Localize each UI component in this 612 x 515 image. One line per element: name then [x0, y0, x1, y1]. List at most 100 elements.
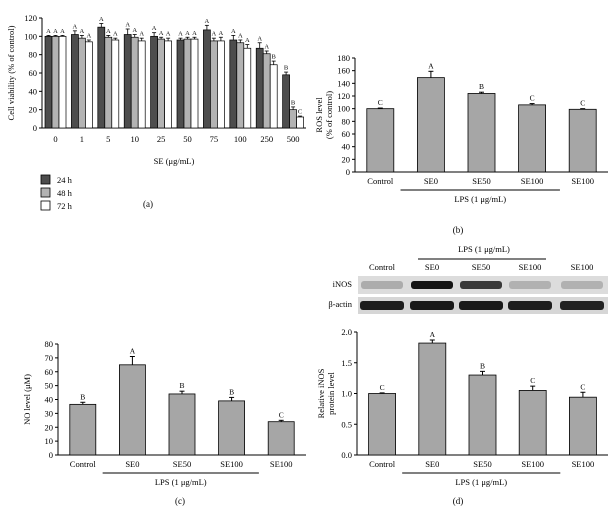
y-tick-label: 180: [337, 53, 350, 63]
significance-letter: A: [152, 25, 157, 32]
bar-72h: [164, 40, 172, 129]
significance-letter: C: [380, 383, 385, 392]
blot-band-actin: [459, 301, 503, 310]
significance-letter: A: [73, 23, 78, 30]
bar: [168, 393, 196, 456]
x-tick-label: SE100: [571, 176, 594, 186]
x-tick-label: SE50: [173, 459, 191, 469]
significance-letter: B: [179, 381, 184, 390]
significance-letter: A: [87, 33, 92, 40]
legend-swatch: [40, 187, 51, 198]
significance-letter: A: [212, 31, 217, 38]
legend-label: 72 h: [57, 201, 73, 211]
bar-48h: [104, 36, 113, 129]
significance-letter: A: [428, 61, 434, 70]
blot-lane-label: SE0: [425, 262, 439, 272]
significance-letter: A: [185, 30, 190, 37]
y-tick-label: 60: [342, 129, 351, 139]
significance-letter: A: [139, 31, 144, 38]
bar-72h: [243, 47, 252, 129]
significance-letter: B: [284, 65, 289, 72]
significance-letter: C: [279, 410, 284, 419]
significance-letter: C: [298, 109, 302, 116]
bar-72h: [58, 35, 67, 129]
y-axis-label: Relative iNOS: [316, 368, 326, 418]
panel-label-d: (d): [453, 496, 464, 506]
x-tick-label: SE50: [473, 459, 491, 469]
significance-letter: A: [231, 28, 236, 35]
bar-24h: [44, 35, 53, 129]
y-axis-label: NO level (μM): [22, 374, 32, 425]
blot-lps-label: LPS (1 μg/mL): [458, 244, 510, 254]
bar-72h: [269, 64, 278, 129]
bar: [368, 393, 397, 456]
significance-letter: B: [80, 392, 85, 401]
bar-24h: [150, 35, 158, 129]
significance-letter: A: [106, 28, 111, 35]
y-tick-label: 0.5: [341, 419, 352, 429]
legend-label: 48 h: [57, 188, 73, 198]
y-tick-label: 2.0: [341, 327, 352, 337]
bar: [467, 93, 496, 173]
significance-letter: A: [60, 28, 65, 35]
x-axis-label: SE (μg/mL): [154, 156, 195, 166]
y-tick-label: 20: [342, 154, 351, 164]
x-tick-label: 0: [53, 134, 57, 144]
significance-letter: B: [291, 99, 296, 106]
y-tick-label: 80: [342, 116, 351, 126]
significance-letter: A: [46, 28, 51, 35]
blot-lane-label: SE100: [519, 262, 542, 272]
y-tick-label: 0: [33, 123, 37, 133]
bar-72h: [111, 39, 120, 129]
y-tick-label: 140: [337, 78, 350, 88]
bar: [267, 421, 295, 456]
x-tick-label: Control: [367, 176, 394, 186]
y-axis-label: protein level: [326, 372, 336, 415]
x-tick-label: Control: [369, 459, 396, 469]
y-tick-label: 50: [45, 381, 54, 391]
x-tick-label: 10: [130, 134, 139, 144]
y-tick-label: 70: [45, 353, 54, 363]
y-tick-label: 30: [45, 408, 54, 418]
significance-letter: A: [125, 22, 130, 29]
bar-72h: [296, 116, 304, 129]
panel-label-a: (a): [143, 199, 153, 209]
y-axis-label: ROS level: [314, 97, 324, 133]
bar-48h: [51, 35, 60, 129]
y-tick-label: 1.5: [341, 358, 352, 368]
significance-letter: A: [166, 31, 171, 38]
bar-24h: [203, 29, 211, 129]
y-tick-label: 0: [49, 450, 53, 460]
y-tick-label: 100: [337, 104, 350, 114]
bar-72h: [85, 41, 93, 129]
bar: [518, 390, 547, 456]
y-axis-label: Cell viability (% of control): [6, 25, 16, 120]
x-tick-label: SE100: [572, 459, 595, 469]
blot-row-label: iNOS: [333, 279, 353, 289]
bar: [119, 364, 146, 456]
legend-label: 24 h: [57, 175, 73, 185]
y-tick-label: 0.0: [341, 450, 352, 460]
blot-band-actin: [360, 301, 404, 310]
blot-row-label: β-actin: [328, 299, 352, 309]
y-tick-label: 1.0: [341, 389, 352, 399]
significance-letter: C: [580, 382, 585, 391]
blot-band-inos: [561, 281, 603, 289]
significance-letter: A: [130, 346, 136, 355]
x-tick-label: 50: [183, 134, 192, 144]
blot-band-actin: [508, 301, 552, 310]
bar-24h: [176, 39, 185, 129]
blot-band-inos: [411, 281, 453, 289]
bar-24h: [71, 34, 79, 129]
y-tick-label: 10: [45, 436, 54, 446]
significance-letter: A: [192, 30, 197, 37]
bar: [69, 403, 97, 456]
bar-72h: [217, 40, 225, 129]
bar-48h: [130, 36, 139, 129]
blot-lane-label: SE50: [472, 262, 490, 272]
significance-letter: A: [238, 33, 243, 40]
legend-swatch: [40, 200, 51, 211]
y-tick-label: 60: [45, 367, 54, 377]
y-tick-label: 160: [337, 66, 350, 76]
